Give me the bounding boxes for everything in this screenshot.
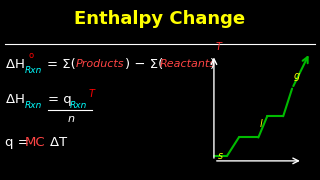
Text: MC: MC bbox=[25, 136, 46, 149]
Text: ) − Σ(: ) − Σ( bbox=[125, 58, 163, 71]
Text: Rxn: Rxn bbox=[69, 101, 87, 110]
Text: $\Delta$T: $\Delta$T bbox=[49, 136, 68, 149]
Text: o: o bbox=[28, 51, 34, 60]
Text: g: g bbox=[294, 71, 300, 81]
Text: ): ) bbox=[210, 58, 215, 71]
Text: Enthalpy Change: Enthalpy Change bbox=[75, 10, 245, 28]
Text: Rxn: Rxn bbox=[25, 101, 43, 110]
Text: = q: = q bbox=[48, 93, 72, 106]
Text: $\Delta$H: $\Delta$H bbox=[4, 93, 24, 106]
Text: = Σ(: = Σ( bbox=[47, 58, 76, 71]
Text: Products: Products bbox=[76, 59, 124, 69]
Text: Rxn: Rxn bbox=[25, 66, 43, 75]
Text: n: n bbox=[68, 114, 74, 124]
Text: l: l bbox=[260, 119, 263, 129]
Text: q =: q = bbox=[4, 136, 33, 149]
Text: Reactants: Reactants bbox=[160, 59, 216, 69]
Text: T: T bbox=[215, 42, 221, 52]
Text: T: T bbox=[89, 89, 95, 99]
Text: s: s bbox=[218, 151, 223, 161]
Text: $\Delta$H: $\Delta$H bbox=[4, 58, 24, 71]
